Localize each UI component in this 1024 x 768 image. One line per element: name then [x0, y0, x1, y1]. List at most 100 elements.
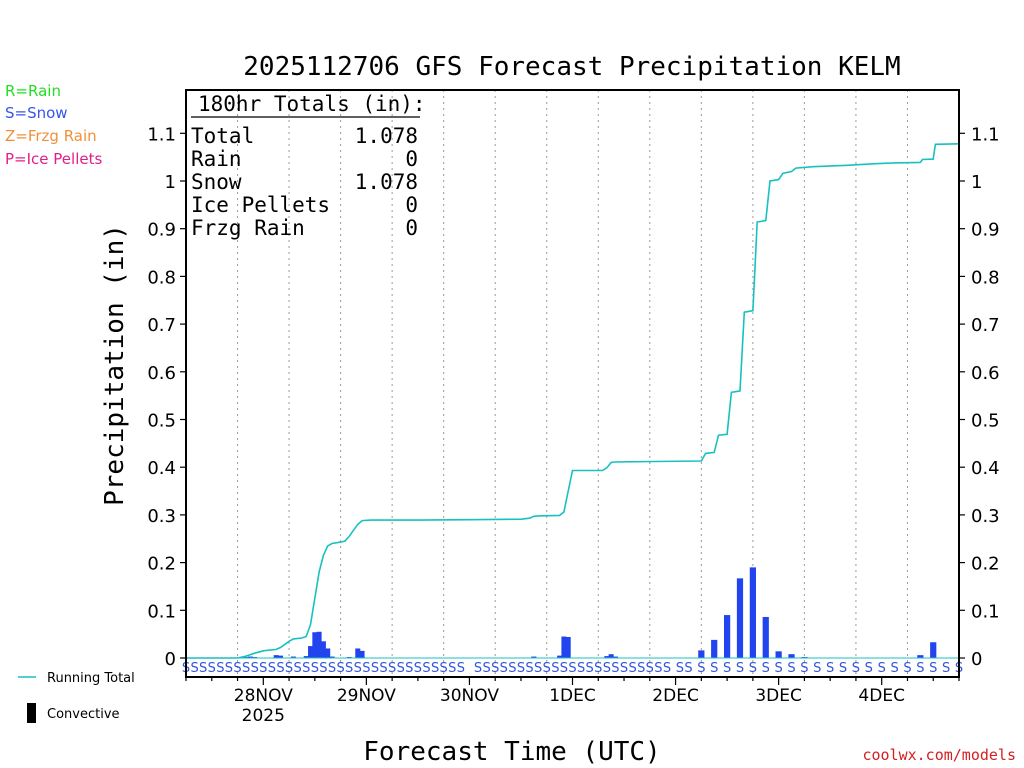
ptype-marker-snow: S [397, 661, 405, 676]
chart-title: 2025112706 GFS Forecast Precipitation KE… [243, 52, 900, 82]
ptype-marker-snow: S [839, 661, 847, 676]
ptype-marker-snow: S [929, 661, 937, 676]
ptype-marker-snow: S [813, 661, 821, 676]
precip-bar [308, 646, 314, 658]
precip-bar [316, 631, 322, 658]
totals-row-label: Total [191, 124, 254, 148]
y-tick-label-right: 0.1 [971, 601, 1000, 622]
precip-bar [329, 656, 335, 658]
ptype-marker-snow: S [903, 661, 911, 676]
ptype-marker-snow: S [328, 661, 336, 676]
ptype-marker-snow: S [723, 661, 731, 676]
ptype-marker-snow: S [354, 661, 362, 676]
ptype-marker-snow: S [457, 661, 465, 676]
precip-bar [273, 655, 279, 658]
y-tick-label-right: 1 [971, 172, 982, 193]
y-tick-label-left: 0.5 [147, 411, 176, 432]
ptype-marker-snow: S [285, 661, 293, 676]
precip-bar [711, 639, 718, 658]
x-tick-label: 28NOV [234, 686, 293, 706]
totals-row-value: 0 [405, 216, 418, 240]
precip-bar [698, 650, 705, 658]
x-tick-label: 1DEC [549, 686, 596, 706]
ptype-marker-snow: S [414, 661, 422, 676]
ptype-marker-snow: S [551, 661, 559, 676]
y-tick-label-right: 0.5 [971, 411, 1000, 432]
ptype-marker-snow: S [242, 661, 250, 676]
precip-bar [723, 615, 731, 658]
y-tick-label-left: 0.9 [147, 220, 176, 241]
precip-bar [788, 654, 795, 658]
ptype-marker-snow: S [440, 661, 448, 676]
ptype-marker-snow: S [697, 661, 705, 676]
x-tick-label: 3DEC [755, 686, 802, 706]
grid [237, 90, 908, 677]
ptype-marker-snow: S [422, 661, 430, 676]
legend-rain: R=Rain [5, 82, 61, 100]
ptype-marker-snow: S [345, 661, 353, 676]
convective-legend-label: Convective [47, 707, 120, 722]
totals-row-value: 0 [405, 193, 418, 217]
bottom-legend: Running Total Convective [18, 671, 135, 723]
ptype-marker-snow: S [594, 661, 602, 676]
totals-box: 180hr Totals (in): Total 1.078 Rain 0 Snow 1.… [191, 92, 426, 240]
ptype-marker-snow: S [620, 661, 628, 676]
y-tick-label-left: 0.1 [147, 601, 176, 622]
totals-row-value: 1.078 [355, 124, 418, 148]
ptype-marker-snow: S [371, 661, 379, 676]
ptype-marker-snow: S [294, 661, 302, 676]
ptype-marker-snow: S [628, 661, 636, 676]
ptype-marker-snow: S [749, 661, 757, 676]
ptype-marker-snow: S [611, 661, 619, 676]
ptype-marker-snow: S [388, 661, 396, 676]
ptype-marker-snow: S [405, 661, 413, 676]
totals-row-label: Rain [191, 147, 242, 171]
y-tick-label-left: 1.1 [147, 124, 176, 145]
totals-row-label: Frzg Rain [191, 216, 305, 240]
x-tick-sublabel: 2025 [242, 706, 285, 726]
y-tick-label-right: 0.6 [971, 363, 1000, 384]
totals-row-label: Ice Pellets [191, 193, 330, 217]
ptype-marker-snow: S [586, 661, 594, 676]
convective-legend-swatch [27, 703, 36, 723]
ptype-marker-snow: S [787, 661, 795, 676]
ptype-marker-snow: S [474, 661, 482, 676]
ptype-marker-snow: S [199, 661, 207, 676]
ptype-marker-snow: S [637, 661, 645, 676]
ptype-marker-snow: S [225, 661, 233, 676]
y-axis-label: Precipitation (in) [100, 224, 130, 506]
y-tick-label-left: 0.6 [147, 363, 176, 384]
precip-bar [561, 636, 567, 658]
ptype-marker-snow: S [826, 661, 834, 676]
ptype-marker-snow: S [379, 661, 387, 676]
ptype-marker-snow: S [775, 661, 783, 676]
credit-link[interactable]: coolwx.com/models [862, 746, 1016, 764]
precip-bar [775, 651, 782, 658]
precip-bar [355, 648, 361, 658]
y-tick-label-right: 1.1 [971, 124, 1000, 145]
y-tick-label-left: 0.3 [147, 506, 176, 527]
ptype-marker-snow: S [431, 661, 439, 676]
precip-bar [303, 656, 309, 658]
precip-bar [749, 567, 756, 658]
precip-bar [762, 616, 769, 658]
ptype-marker-snow: S [336, 661, 344, 676]
precip-bar [736, 578, 744, 658]
ptype-marker-snow: S [577, 661, 585, 676]
ptype-marker-snow: S [800, 661, 808, 676]
y-tick-label-left: 0.7 [147, 315, 176, 336]
ptype-marker-snow: S [684, 661, 692, 676]
ptype-marker-snow: S [603, 661, 611, 676]
ptype-marker-snow: S [448, 661, 456, 676]
ptype-marker-snow: S [942, 661, 950, 676]
ptype-marker-snow: S [890, 661, 898, 676]
y-tick-label-left: 0.2 [147, 554, 176, 575]
x-tick-label: 4DEC [858, 686, 905, 706]
ptype-marker-snow: S [878, 661, 886, 676]
precip-bar [930, 642, 937, 658]
y-tick-label-left: 0.4 [147, 458, 176, 479]
totals-row-value: 0 [405, 147, 418, 171]
ptype-marker-snow: S [500, 661, 508, 676]
running-total-line-group [186, 143, 960, 659]
